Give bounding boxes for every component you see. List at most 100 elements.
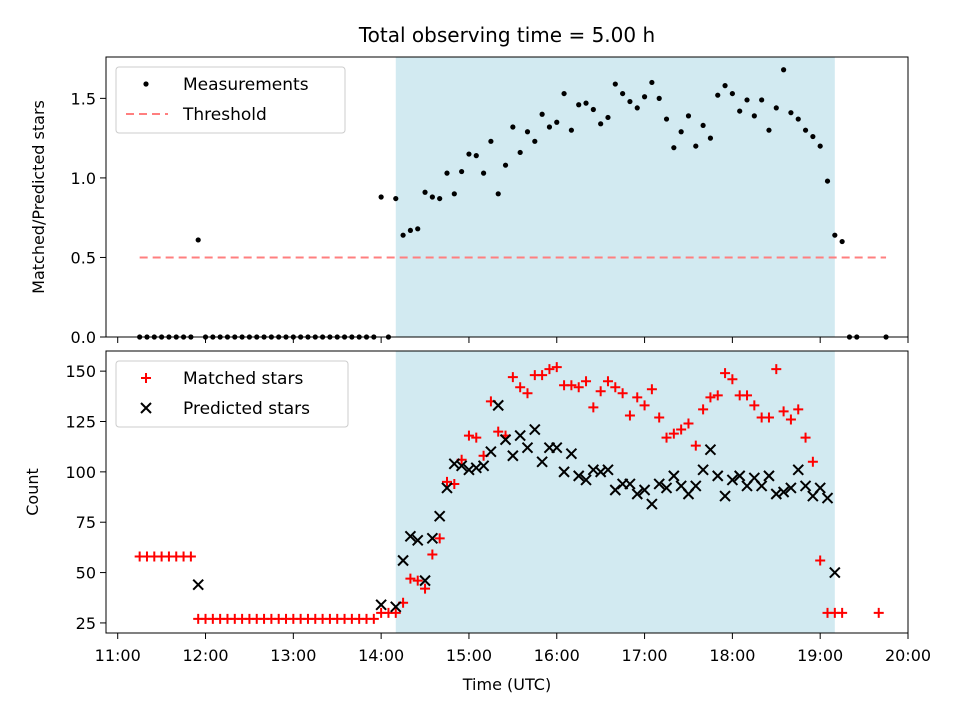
predicted-star-point — [799, 480, 812, 492]
x-tick-label: 17:00 — [622, 646, 668, 665]
measurement-point — [532, 138, 538, 144]
count-axes-frame — [105, 350, 909, 634]
y-tick-label: 0.0 — [71, 328, 96, 347]
measurement-point — [641, 94, 648, 100]
predicted-star-point — [558, 466, 570, 478]
matched-star-point — [742, 390, 753, 401]
measurement-point — [751, 113, 757, 119]
measurement-point — [451, 191, 457, 197]
matched-star-point — [471, 432, 482, 443]
measurement-point — [554, 119, 560, 125]
matched-star-point — [763, 412, 774, 423]
predicted-star-point — [829, 566, 841, 579]
measurement-point — [817, 143, 823, 149]
matched-star-point — [646, 384, 657, 395]
shaded-observing-window — [395, 351, 835, 633]
matched-star-point — [676, 424, 687, 435]
matched-star-point — [712, 390, 723, 401]
y-tick-label: 0.5 — [71, 248, 96, 267]
matched-star-point — [639, 400, 650, 411]
measurement-point — [649, 79, 655, 86]
legend-entry-label: Predicted stars — [183, 399, 310, 419]
x-axis-label: Time (UTC) — [462, 675, 551, 694]
predicted-star-point — [755, 480, 768, 492]
matched-star-point — [705, 392, 716, 403]
matched-star-point — [749, 400, 760, 411]
measurement-point — [773, 105, 779, 111]
measurement-point — [495, 191, 501, 197]
measurement-point — [788, 110, 794, 116]
measurement-point — [590, 106, 596, 113]
matched-star-point — [610, 382, 621, 393]
measurement-point — [400, 232, 406, 238]
matched-star-point — [624, 410, 635, 421]
matched-star-point — [632, 392, 643, 403]
predicted-star-point — [638, 484, 651, 496]
predicted-star-point — [733, 470, 746, 482]
measurement-point — [480, 170, 487, 176]
measurement-point — [502, 162, 509, 168]
measurement-point — [459, 168, 465, 175]
predicted-star-point — [551, 441, 563, 454]
shaded-span — [395, 57, 835, 337]
measurement-point — [824, 178, 831, 184]
measurement-point — [524, 129, 531, 135]
measurement-point — [429, 194, 435, 200]
measurement-point — [744, 97, 750, 103]
matched-star-point — [807, 456, 818, 467]
measurement-point — [546, 124, 553, 130]
predicted-star-point — [580, 474, 592, 486]
predicted-star-point — [441, 482, 453, 494]
measurement-point — [781, 67, 787, 73]
ratio-legend: Measurements Threshold — [115, 66, 346, 134]
predicted-star-point — [375, 599, 387, 611]
predicted-star-point — [397, 554, 409, 567]
predicted-star-point — [499, 433, 512, 446]
matched-star-point — [493, 426, 504, 437]
matched-star-point — [785, 414, 796, 425]
predicted-star-point — [426, 532, 439, 545]
ratio-x-ticks — [117, 337, 909, 343]
measurement-point — [517, 149, 523, 156]
matched-star-point — [771, 364, 782, 375]
measurement-point — [700, 122, 706, 129]
predicted-star-point — [690, 480, 702, 492]
ratio-y-axis-label: Matched/Predicted stars — [29, 100, 48, 294]
measurement-point — [678, 129, 684, 135]
measurement-point — [634, 105, 640, 111]
predicted-star-point — [404, 530, 417, 543]
matched-star-point — [420, 583, 431, 594]
measurement-point — [466, 151, 472, 157]
predicted-star-point — [485, 446, 497, 458]
matched-star-point — [668, 428, 679, 439]
predicted-star-point — [792, 464, 804, 476]
matched-star-point — [507, 372, 518, 383]
measurement-point — [737, 108, 743, 114]
panel-ratio: 0.0 0.5 1.0 1.5 Matched/Predicted stars Mea… — [29, 56, 909, 347]
measurement-point — [663, 116, 670, 122]
predicted-star-point — [624, 478, 636, 490]
legend-box — [115, 360, 349, 428]
matched-star-point — [837, 607, 848, 618]
y-tick-label: 1.5 — [71, 89, 96, 108]
x-tick-label: 20:00 — [885, 646, 931, 665]
measurement-point — [795, 116, 801, 122]
predicted-star-point — [412, 534, 424, 547]
count-marks — [134, 362, 884, 624]
count-y-axis-label: Count — [23, 468, 42, 516]
predicted-star-point — [536, 456, 548, 468]
measurement-point — [473, 153, 479, 159]
matched-star-point — [698, 404, 709, 415]
legend-entry-label: Matched stars — [183, 369, 303, 389]
matched-star-point — [463, 430, 474, 441]
matched-star-point — [778, 406, 789, 417]
matched-star-point — [537, 370, 548, 381]
predicted-star-point — [521, 441, 534, 454]
measurement-point — [415, 226, 421, 232]
measurement-point — [612, 81, 618, 87]
chart-title: Total observing time = 5.00 h — [358, 23, 655, 47]
measurement-point — [598, 121, 604, 127]
matched-star-point — [441, 476, 452, 487]
matched-star-point — [551, 362, 562, 373]
measurement-point — [195, 237, 201, 243]
